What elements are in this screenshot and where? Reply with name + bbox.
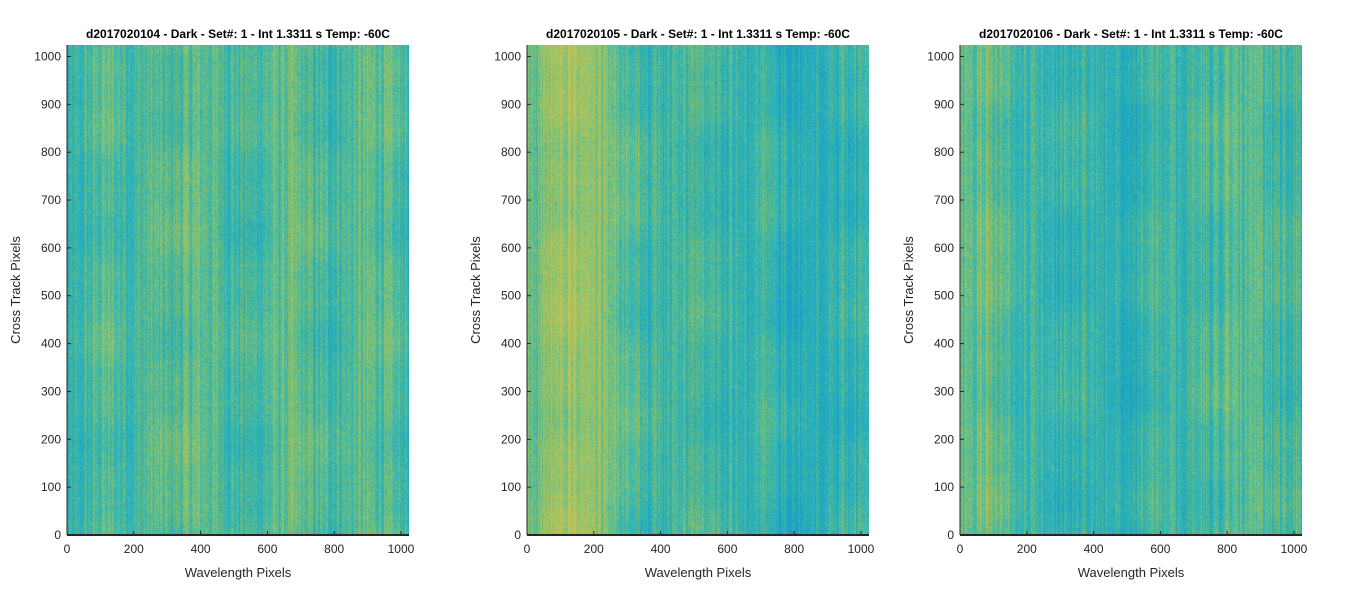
x-tick-label: 200 (584, 542, 604, 556)
x-tick-label: 800 (324, 542, 344, 556)
y-tick-label: 200 (501, 432, 521, 446)
y-tick-label: 600 (501, 241, 521, 255)
y-axis-label: Cross Track Pixels (468, 236, 483, 344)
y-axis-label: Cross Track Pixels (8, 236, 23, 344)
chart-panel-1: d2017020104 - Dark - Set#: 1 - Int 1.331… (0, 0, 450, 600)
x-tick-label: 200 (1017, 542, 1037, 556)
x-tick-label: 600 (1150, 542, 1170, 556)
y-tick-label: 0 (54, 528, 61, 542)
x-tick-label: 1000 (1281, 542, 1308, 556)
heatmap-image (960, 45, 1302, 535)
x-tick-label: 0 (524, 542, 531, 556)
y-tick-label: 500 (934, 289, 954, 303)
y-tick-label: 1000 (34, 49, 61, 63)
y-tick-label: 900 (934, 97, 954, 111)
x-axis-label: Wavelength Pixels (185, 565, 292, 580)
x-tick-label: 200 (124, 542, 144, 556)
heatmap-image (67, 45, 409, 535)
x-tick-label: 400 (1084, 542, 1104, 556)
y-tick-label: 200 (934, 432, 954, 446)
heatmap-image (527, 45, 869, 535)
y-tick-label: 600 (41, 241, 61, 255)
x-tick-label: 400 (191, 542, 211, 556)
x-tick-label: 1000 (388, 542, 415, 556)
x-tick-label: 1000 (848, 542, 875, 556)
y-tick-label: 700 (41, 193, 61, 207)
y-tick-label: 100 (501, 480, 521, 494)
axes: 0 200 400 600 800 1000 0 100 200 300 400 500 600 700 8… (468, 45, 875, 580)
y-tick-label: 400 (41, 337, 61, 351)
y-axis-label: Cross Track Pixels (901, 236, 916, 344)
y-tick-label: 700 (934, 193, 954, 207)
y-tick-label: 400 (501, 337, 521, 351)
y-tick-label: 100 (41, 480, 61, 494)
chart-title: d2017020104 - Dark - Set#: 1 - Int 1.331… (86, 27, 390, 41)
chart-panel-2: d2017020105 - Dark - Set#: 1 - Int 1.331… (468, 27, 875, 580)
y-tick-label: 0 (947, 528, 954, 542)
y-tick-label: 400 (934, 337, 954, 351)
y-tick-label: 800 (501, 145, 521, 159)
y-tick-label: 800 (41, 145, 61, 159)
y-tick-label: 900 (41, 97, 61, 111)
x-tick-label: 800 (784, 542, 804, 556)
y-tick-label: 1000 (494, 49, 521, 63)
x-tick-label: 0 (957, 542, 964, 556)
chart-title: d2017020105 - Dark - Set#: 1 - Int 1.331… (546, 27, 850, 41)
x-axis-label: Wavelength Pixels (645, 565, 752, 580)
y-tick-label: 200 (41, 432, 61, 446)
y-tick-label: 500 (501, 289, 521, 303)
y-tick-label: 900 (501, 97, 521, 111)
x-tick-label: 400 (651, 542, 671, 556)
y-tick-label: 0 (514, 528, 521, 542)
x-tick-label: 600 (717, 542, 737, 556)
x-axis-label: Wavelength Pixels (1078, 565, 1185, 580)
y-tick-label: 1000 (927, 49, 954, 63)
y-tick-label: 700 (501, 193, 521, 207)
y-tick-label: 300 (41, 384, 61, 398)
y-tick-label: 300 (501, 384, 521, 398)
y-tick-label: 500 (41, 289, 61, 303)
y-tick-label: 100 (934, 480, 954, 494)
x-tick-label: 800 (1217, 542, 1237, 556)
y-tick-label: 300 (934, 384, 954, 398)
chart-title: d2017020106 - Dark - Set#: 1 - Int 1.331… (979, 27, 1283, 41)
y-tick-label: 800 (934, 145, 954, 159)
y-tick-label: 600 (934, 241, 954, 255)
x-tick-label: 600 (257, 542, 277, 556)
axes: 0 200 400 600 800 1000 0 100 200 300 400 500 600 700 8… (8, 45, 415, 580)
x-tick-label: 0 (64, 542, 71, 556)
